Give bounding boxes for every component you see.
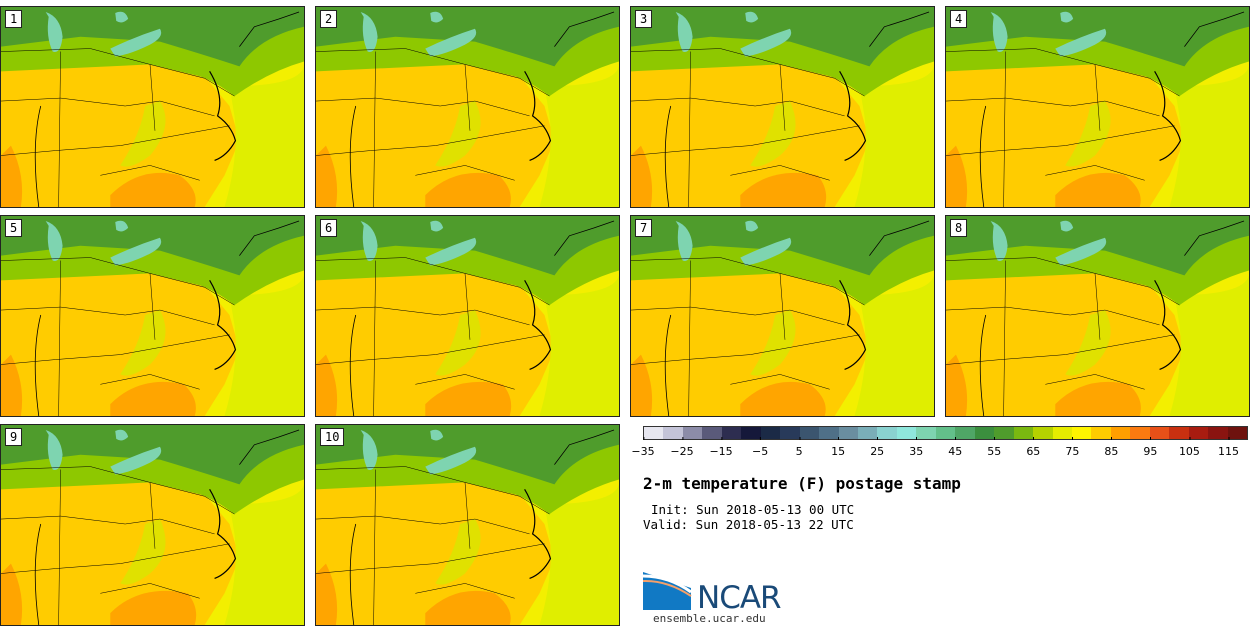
colorbar-bin [1071, 427, 1092, 439]
member-number-label: 6 [320, 219, 338, 237]
colorbar-bin [702, 427, 722, 439]
colorbar-tick: −5 [752, 437, 768, 458]
member-number-label: 7 [635, 219, 653, 237]
colorbar-tick: 75 [1065, 437, 1079, 458]
colorbar-bin [1110, 427, 1131, 439]
logo-text: NCAR [697, 580, 782, 616]
member-number-label: 2 [320, 10, 338, 28]
colorbar-bin [819, 427, 839, 439]
ensemble-member-map: 8 [945, 215, 1250, 417]
colorbar-bin [1033, 427, 1053, 439]
colorbar-bin [916, 427, 936, 439]
init-time: Init: Sun 2018-05-13 00 UTC [651, 502, 855, 517]
temperature-colorbar [643, 426, 1248, 440]
colorbar-bin [1052, 427, 1072, 439]
ensemble-member-map: 7 [630, 215, 935, 417]
ensemble-member-map: 2 [315, 6, 620, 208]
site-url: ensemble.ucar.edu [653, 612, 766, 625]
colorbar-bin [682, 427, 703, 439]
colorbar-bin [877, 427, 897, 439]
colorbar-bin [1188, 427, 1209, 439]
valid-time: Valid: Sun 2018-05-13 22 UTC [643, 517, 854, 532]
colorbar-tick: 25 [870, 437, 884, 458]
colorbar-bin [896, 427, 917, 439]
member-number-label: 9 [5, 428, 23, 446]
member-number-label: 8 [950, 219, 968, 237]
colorbar-tick: 45 [948, 437, 962, 458]
colorbar-bin [935, 427, 956, 439]
colorbar-bin [644, 427, 664, 439]
colorbar-bin [838, 427, 858, 439]
colorbar-bin [1013, 427, 1034, 439]
ensemble-member-map: 9 [0, 424, 305, 626]
ensemble-member-map: 5 [0, 215, 305, 417]
colorbar-bin [1091, 427, 1111, 439]
colorbar-tick: −35 [631, 437, 655, 458]
colorbar-bin [663, 427, 683, 439]
colorbar-bin [1149, 427, 1170, 439]
member-number-label: 3 [635, 10, 653, 28]
colorbar-bin [760, 427, 781, 439]
colorbar-tick-labels: −35 −25 −15 −5 5 15 25 35 45 55 65 75 85 95 105 115 [631, 437, 1248, 462]
ensemble-member-map: 6 [315, 215, 620, 417]
colorbar-bin [1208, 427, 1228, 439]
colorbar-bin [1130, 427, 1150, 439]
colorbar-tick: 55 [987, 437, 1001, 458]
colorbar-tick: 35 [909, 437, 923, 458]
colorbar-bin [974, 427, 995, 439]
colorbar-tick: −15 [709, 437, 733, 458]
ensemble-member-map: 4 [945, 6, 1250, 208]
colorbar-tick: 65 [1026, 437, 1040, 458]
colorbar-bin [857, 427, 878, 439]
ensemble-member-map: 1 [0, 6, 305, 208]
member-number-label: 10 [320, 428, 345, 446]
colorbar-tick: −25 [670, 437, 694, 458]
colorbar-tick: 15 [831, 437, 845, 458]
ncar-logo-icon [643, 572, 692, 610]
ensemble-member-map: 3 [630, 6, 935, 208]
colorbar-bin [721, 427, 742, 439]
ensemble-member-map: 10 [315, 424, 620, 626]
colorbar-bin [741, 427, 761, 439]
colorbar-tick: 5 [796, 437, 803, 458]
colorbar-bin [799, 427, 820, 439]
colorbar-bin [1227, 427, 1248, 439]
member-number-label: 5 [5, 219, 23, 237]
member-number-label: 1 [5, 10, 23, 28]
colorbar-bin [1169, 427, 1189, 439]
colorbar-bin [780, 427, 800, 439]
colorbar-tick: 105 [1179, 437, 1200, 458]
figure-title: 2-m temperature (F) postage stamp [643, 474, 961, 493]
colorbar-tick: 95 [1143, 437, 1157, 458]
colorbar-bin [994, 427, 1014, 439]
colorbar-bin [955, 427, 975, 439]
colorbar-tick: 85 [1104, 437, 1118, 458]
colorbar-tick: 115 [1218, 437, 1239, 458]
member-number-label: 4 [950, 10, 968, 28]
